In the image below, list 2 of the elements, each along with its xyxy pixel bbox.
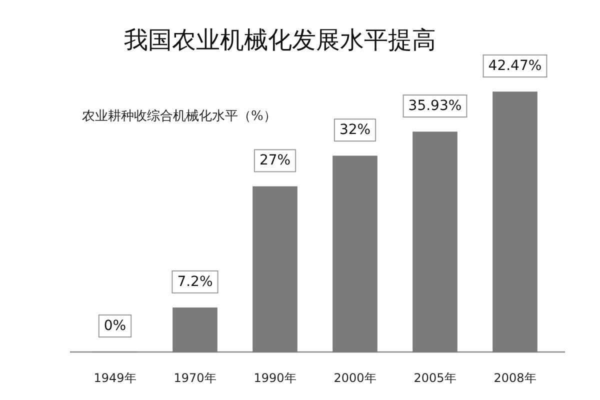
title: 我国农业机械化发展水平提高 (124, 26, 436, 54)
subtitle: 农业耕种收综合机械化水平（%） (82, 109, 276, 124)
